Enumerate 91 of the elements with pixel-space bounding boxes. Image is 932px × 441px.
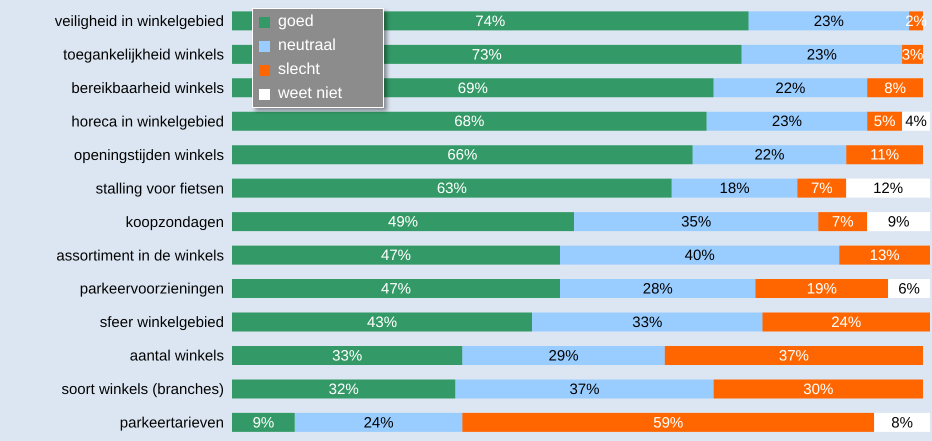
bar (560, 246, 840, 265)
bar (232, 346, 462, 365)
data-label: 5% (874, 113, 896, 130)
data-label: 47% (381, 280, 412, 298)
data-label: 4% (905, 113, 927, 130)
bar (867, 212, 930, 232)
y-tick-label: parkeertarieven (120, 414, 224, 432)
y-tick-label: soort winkels (branches) (61, 381, 224, 398)
bar (232, 312, 532, 332)
data-label: 7% (810, 180, 833, 198)
y-tick-label: bereikbaarheid winkels (71, 80, 224, 97)
data-label: 33% (632, 314, 662, 332)
data-label: 49% (388, 214, 418, 231)
data-label: 66% (447, 146, 478, 164)
legend-label: weet niet (278, 85, 342, 103)
bar (692, 145, 846, 164)
data-label: 9% (888, 214, 910, 231)
bar (574, 212, 818, 232)
data-label: 63% (436, 180, 467, 198)
bar (664, 346, 924, 365)
data-label: 30% (803, 380, 834, 398)
bar (232, 178, 672, 198)
bar (672, 178, 798, 198)
bar (714, 78, 868, 98)
bar (462, 412, 874, 432)
data-label: 23% (806, 46, 837, 64)
y-tick-label: horeca in winkelgebied (71, 113, 224, 130)
data-label: 40% (684, 247, 715, 264)
y-tick-label: sfeer winkelgebied (100, 314, 224, 332)
data-label: 29% (548, 347, 579, 364)
bar (232, 412, 295, 432)
data-label: 22% (754, 146, 784, 164)
data-label: 23% (772, 113, 802, 130)
data-label: 23% (814, 12, 844, 30)
data-label: 24% (364, 414, 394, 432)
data-label: 6% (898, 280, 920, 298)
bar (846, 145, 924, 164)
bar (532, 312, 762, 332)
y-tick-label: assortiment in de winkels (56, 247, 224, 264)
legend-label: neutraal (278, 37, 336, 55)
y-tick-label: openingstijden winkels (74, 146, 224, 164)
bar (232, 212, 574, 232)
data-label: 28% (642, 280, 673, 298)
data-label: 37% (778, 347, 809, 364)
legend-label: goed (278, 13, 314, 31)
bar (455, 379, 714, 398)
bar (706, 112, 868, 131)
bar (742, 44, 902, 64)
legend-label: slecht (278, 61, 320, 79)
data-label: 13% (870, 247, 900, 264)
y-tick-label: parkeervoorzieningen (80, 280, 224, 298)
data-label: 35% (681, 214, 712, 231)
data-label: 12% (873, 180, 904, 198)
y-tick-label: stalling voor fietsen (96, 180, 224, 198)
bar (462, 346, 665, 365)
data-label: 33% (332, 347, 362, 364)
bar (232, 112, 707, 131)
data-label: 3% (902, 46, 924, 64)
bar (714, 379, 924, 398)
bar (294, 412, 462, 432)
y-tick-label: toegankelijkheid winkels (63, 46, 224, 64)
y-tick-label: koopzondagen (126, 214, 224, 231)
data-label: 18% (720, 180, 750, 198)
data-label: 74% (475, 12, 506, 30)
bar (232, 145, 693, 164)
data-label: 43% (367, 314, 398, 332)
y-tick-label: aantal winkels (130, 348, 224, 365)
data-label: 7% (832, 214, 854, 231)
data-label: 69% (458, 80, 488, 97)
bar (232, 279, 560, 298)
data-label: 11% (870, 146, 900, 164)
bar (560, 279, 756, 298)
data-label: 73% (472, 46, 502, 64)
bar (232, 379, 456, 398)
data-label: 8% (884, 80, 906, 97)
bar (232, 246, 560, 265)
data-label: 24% (831, 314, 862, 332)
bar (756, 279, 888, 298)
data-label: 68% (454, 113, 484, 130)
data-label: 32% (328, 380, 359, 398)
data-label: 47% (381, 247, 412, 264)
data-label: 9% (252, 414, 274, 432)
data-label: 22% (775, 80, 806, 97)
data-label: 8% (891, 414, 913, 432)
data-label: 19% (806, 280, 837, 298)
bar (846, 178, 930, 198)
data-label: 59% (653, 414, 684, 432)
bar (762, 312, 930, 332)
y-tick-label: veiligheid in winkelgebied (54, 13, 224, 30)
bar (839, 246, 930, 265)
data-label: 37% (569, 380, 600, 398)
